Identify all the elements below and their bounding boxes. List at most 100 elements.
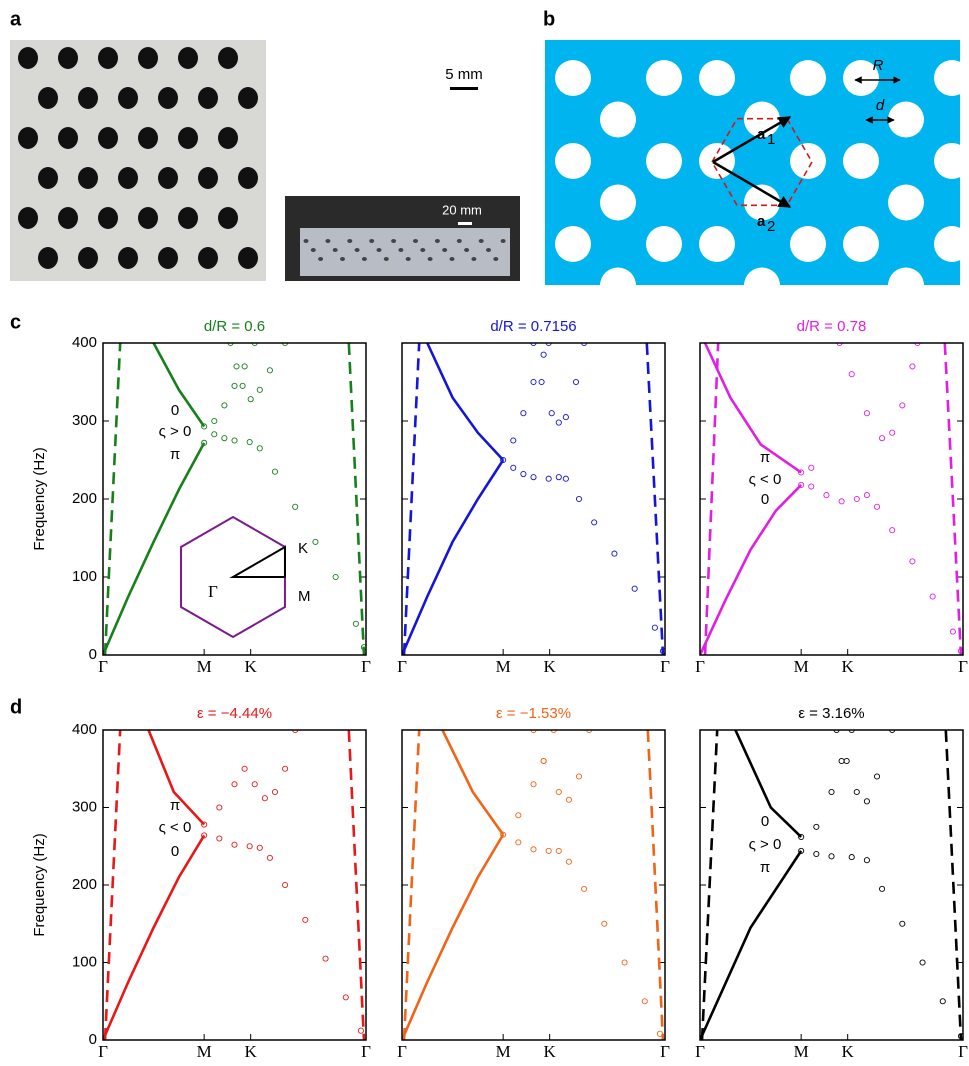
- inset-hole: [420, 248, 425, 252]
- hole: [934, 60, 969, 96]
- x-tick-label: Γ: [397, 657, 407, 676]
- band-point: [521, 411, 526, 416]
- inset-hole: [311, 248, 316, 252]
- x-tick-label: K: [544, 1042, 557, 1061]
- plot: [700, 340, 964, 655]
- y-tick-label: 0: [89, 646, 97, 663]
- inset-hole: [479, 239, 484, 243]
- band-line: [402, 460, 503, 655]
- band-point: [900, 921, 905, 926]
- x-tick-label: M: [197, 657, 212, 676]
- inset-hole: [486, 248, 491, 252]
- hole: [98, 207, 118, 229]
- chart-title: ε = −1.53%: [496, 705, 571, 722]
- band-point: [546, 476, 551, 481]
- band-line: [705, 343, 801, 472]
- band-point: [556, 420, 561, 425]
- band-point: [592, 520, 597, 525]
- photo-bg: [10, 40, 266, 281]
- band-point: [232, 782, 237, 787]
- band-point: [521, 471, 526, 476]
- hole: [158, 87, 178, 109]
- band-point: [257, 387, 262, 392]
- band-point: [511, 465, 516, 470]
- inset-hole: [398, 248, 403, 252]
- band-point: [809, 484, 814, 489]
- x-tick-label: Γ: [397, 1042, 407, 1061]
- band-point: [566, 797, 571, 802]
- band-point: [920, 960, 925, 965]
- inset-hole: [464, 248, 469, 252]
- x-tick-label: M: [496, 657, 511, 676]
- hole: [78, 87, 98, 109]
- annotation: ς > 0: [159, 423, 192, 440]
- band-line: [103, 443, 204, 655]
- band-point: [849, 855, 854, 860]
- hole: [178, 207, 198, 229]
- chart-title: d/R = 0.6: [204, 318, 265, 335]
- band-point: [642, 999, 647, 1004]
- band-point: [566, 859, 571, 864]
- hole: [18, 127, 38, 149]
- x-tick-label: M: [794, 1042, 809, 1061]
- inset-hole: [333, 248, 338, 252]
- band-point: [353, 621, 358, 626]
- band-point: [222, 436, 227, 441]
- hole: [843, 143, 879, 179]
- inset-hole: [355, 248, 360, 252]
- vector-label: a: [757, 126, 766, 143]
- panel-label: a: [10, 8, 22, 30]
- chart-title: ε = −4.44%: [197, 705, 272, 722]
- band-point: [293, 504, 298, 509]
- band-point: [950, 629, 955, 634]
- band-point: [854, 496, 859, 501]
- inset-hole: [377, 248, 382, 252]
- hole: [18, 47, 38, 69]
- annotation: π: [170, 446, 180, 463]
- annotation: 0: [171, 402, 179, 419]
- band-point: [240, 383, 245, 388]
- inset-hole: [435, 239, 440, 243]
- hole: [934, 226, 969, 262]
- hole: [78, 167, 98, 189]
- hole: [934, 143, 969, 179]
- band-point: [844, 758, 849, 763]
- band-point: [879, 436, 884, 441]
- band-point: [890, 430, 895, 435]
- inset-hole: [340, 257, 345, 261]
- band-point: [829, 854, 834, 859]
- hole: [58, 207, 78, 229]
- inset-hole: [347, 239, 352, 243]
- panel-label: b: [543, 8, 555, 30]
- band-point: [652, 625, 657, 630]
- annotation: 0: [761, 813, 769, 830]
- chart-title: ε = 3.16%: [798, 705, 864, 722]
- hole: [555, 143, 591, 179]
- inset-hole: [304, 239, 309, 243]
- band-point: [839, 499, 844, 504]
- hole: [744, 268, 780, 304]
- scale-bar: [450, 87, 478, 90]
- lattice: a1a2Rd: [545, 40, 969, 304]
- hole: [600, 102, 636, 138]
- hole: [118, 247, 138, 269]
- scale-label: 5 mm: [445, 66, 483, 83]
- x-tick-label: Γ: [660, 657, 670, 676]
- annotation: 0: [761, 491, 769, 508]
- y-tick-label: 200: [72, 490, 97, 507]
- hole: [790, 60, 826, 96]
- band-point: [573, 379, 578, 384]
- hole: [58, 47, 78, 69]
- hole: [198, 247, 218, 269]
- inset-hole: [428, 257, 433, 261]
- band-point: [541, 352, 546, 357]
- hole: [218, 207, 238, 229]
- band-point: [829, 789, 834, 794]
- band-point: [323, 956, 328, 961]
- band-point: [313, 539, 318, 544]
- hole: [218, 127, 238, 149]
- band-point: [546, 848, 551, 853]
- hole: [178, 127, 198, 149]
- x-tick-label: K: [245, 1042, 258, 1061]
- hole: [98, 47, 118, 69]
